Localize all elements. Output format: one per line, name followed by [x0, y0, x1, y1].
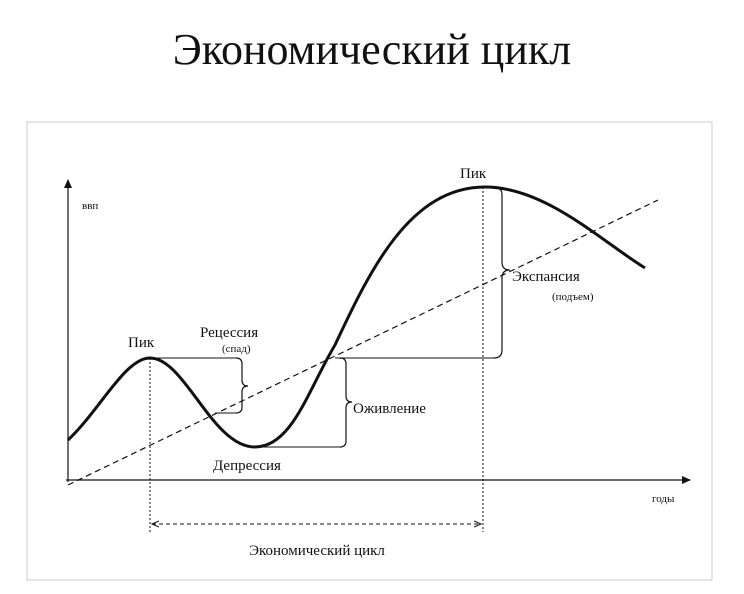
brace — [493, 186, 511, 359]
label: (спад) — [222, 343, 251, 355]
trend-line — [67, 199, 659, 486]
label: Экономический цикл — [249, 543, 385, 559]
label: (подъем) — [552, 291, 594, 303]
diagram — [64, 179, 691, 532]
brace — [235, 357, 249, 414]
x-axis-label: годы — [652, 493, 675, 505]
label: Пик — [460, 166, 487, 182]
label: Депрессия — [213, 458, 281, 474]
label: Пик — [128, 335, 155, 351]
title: Экономический цикл — [173, 25, 571, 74]
label: Оживление — [353, 401, 426, 417]
brace — [339, 357, 353, 448]
label: Экспансия — [512, 269, 580, 285]
label: Рецессия — [200, 325, 258, 341]
y-axis-label: ввп — [82, 200, 98, 212]
frame — [26, 121, 713, 581]
